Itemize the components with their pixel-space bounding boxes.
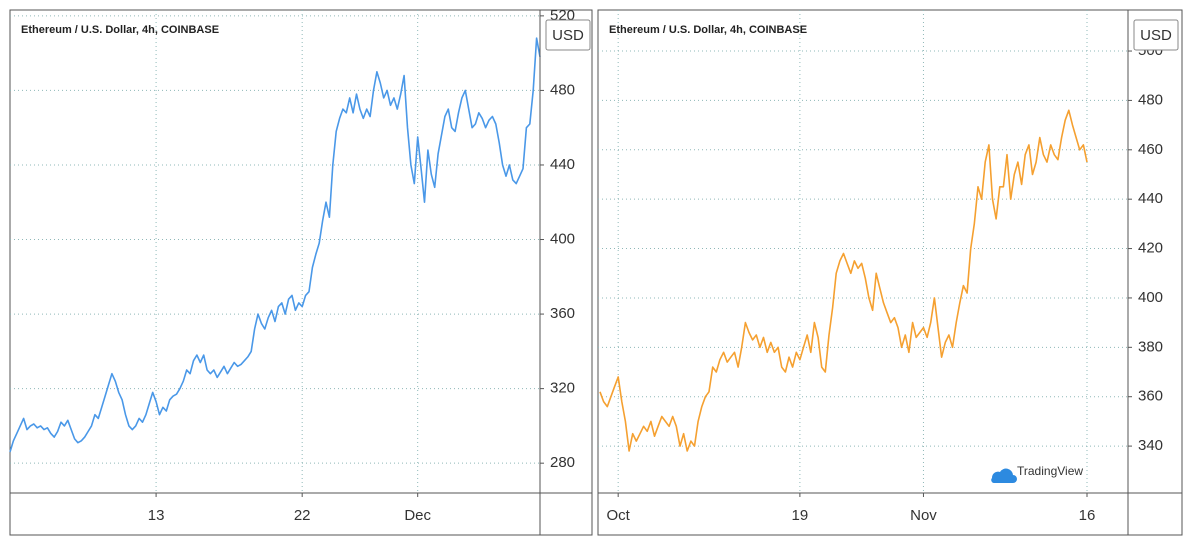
y-tick-label: 480 bbox=[1138, 91, 1163, 108]
y-tick-label: 480 bbox=[550, 81, 575, 98]
y-tick-label: 380 bbox=[1138, 338, 1163, 355]
y-tick-label: 400 bbox=[1138, 289, 1163, 306]
y-tick-label: 280 bbox=[550, 454, 575, 471]
price-line bbox=[9, 37, 541, 453]
x-tick-label: 13 bbox=[148, 507, 165, 524]
watermark-icon bbox=[991, 468, 1017, 483]
unit-label: USD bbox=[552, 27, 584, 44]
x-tick-label: 16 bbox=[1079, 507, 1096, 524]
unit-label: USD bbox=[1140, 27, 1172, 44]
y-tick-label: 420 bbox=[1138, 240, 1163, 257]
panel bbox=[597, 9, 1183, 536]
y-tick-label: 360 bbox=[1138, 388, 1163, 405]
x-tick-label: Dec bbox=[404, 507, 431, 524]
y-tick-label: 400 bbox=[550, 230, 575, 247]
x-tick-label: 19 bbox=[792, 507, 809, 524]
x-tick-label: Oct bbox=[606, 507, 630, 524]
y-tick-label: 460 bbox=[1138, 141, 1163, 158]
price-line bbox=[599, 109, 1088, 452]
chart-title: Ethereum / U.S. Dollar, 4h, COINBASE bbox=[21, 24, 219, 36]
chart-title: Ethereum / U.S. Dollar, 4h, COINBASE bbox=[609, 24, 807, 36]
y-tick-label: 360 bbox=[550, 305, 575, 322]
x-tick-label: Nov bbox=[910, 507, 937, 524]
y-tick-label: 340 bbox=[1138, 437, 1163, 454]
unit-box bbox=[545, 19, 591, 51]
unit-box bbox=[1133, 19, 1179, 51]
y-tick-label: 440 bbox=[550, 156, 575, 173]
watermark: TradingView bbox=[1017, 464, 1083, 478]
y-tick-label: 320 bbox=[550, 380, 575, 397]
x-tick-label: 22 bbox=[294, 507, 311, 524]
panel bbox=[9, 9, 593, 536]
y-tick-label: 440 bbox=[1138, 190, 1163, 207]
